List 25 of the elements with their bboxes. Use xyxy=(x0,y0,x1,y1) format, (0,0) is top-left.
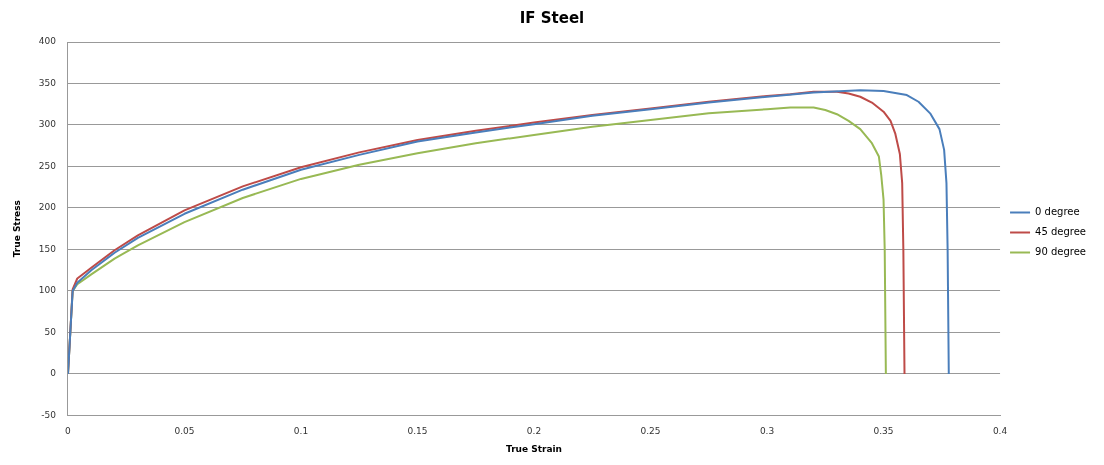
x-tick-label: 0.2 xyxy=(526,426,542,437)
x-tick-label: 0.35 xyxy=(873,426,894,437)
x-tick-label: 0 xyxy=(65,426,72,437)
y-tick-label: 250 xyxy=(38,160,57,171)
legend-label: 90 degree xyxy=(1035,246,1087,258)
x-tick-label: 0.1 xyxy=(293,426,309,437)
x-tick-label: 0.3 xyxy=(759,426,775,437)
legend-label: 45 degree xyxy=(1035,226,1087,238)
x-tick-label: 0.4 xyxy=(992,426,1008,437)
y-tick-label: 200 xyxy=(38,202,57,213)
y-axis-title: True Stress xyxy=(11,200,22,258)
x-axis-title: True Strain xyxy=(506,443,563,454)
y-tick-label: 350 xyxy=(38,77,57,88)
y-tick-label: 0 xyxy=(50,368,57,379)
y-tick-label: 100 xyxy=(38,285,57,296)
y-tick-label: 150 xyxy=(38,243,57,254)
y-tick-label: 50 xyxy=(44,326,57,337)
x-tick-label: 0.15 xyxy=(407,426,428,437)
x-tick-label: 0.05 xyxy=(174,426,195,437)
x-tick-label: 0.25 xyxy=(640,426,661,437)
y-tick-label: 400 xyxy=(38,36,57,47)
y-tick-label: -50 xyxy=(41,409,57,420)
y-tick-label: 300 xyxy=(38,119,57,130)
legend-label: 0 degree xyxy=(1035,206,1080,218)
chart-title: IF Steel xyxy=(519,8,585,27)
